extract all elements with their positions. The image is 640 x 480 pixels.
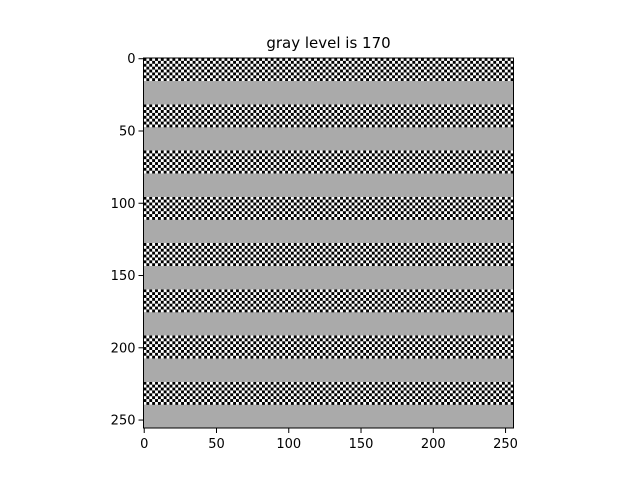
checkerboard-band xyxy=(143,104,514,128)
y-tick-label: 50 xyxy=(119,124,136,139)
checkerboard-band xyxy=(143,335,514,359)
gray-band xyxy=(143,266,514,290)
y-tick-label: 100 xyxy=(111,197,136,212)
image-layer xyxy=(143,58,514,429)
gray-band xyxy=(143,81,514,105)
y-tick-label: 150 xyxy=(111,269,136,284)
x-tick-label: 100 xyxy=(276,437,301,452)
y-tick-label: 250 xyxy=(111,414,136,429)
checkerboard-band xyxy=(143,381,514,406)
gray-band xyxy=(143,219,514,244)
chart-title: gray level is 170 xyxy=(266,34,390,52)
gray-band xyxy=(143,312,514,336)
y-axis: 0 50 100 150 200 250 xyxy=(111,52,144,429)
x-tick-label: 250 xyxy=(493,437,518,452)
axes-frame xyxy=(143,57,514,429)
checkerboard-band xyxy=(143,150,514,174)
checkerboard-band xyxy=(143,196,514,221)
y-tick-label: 200 xyxy=(111,341,136,356)
checkerboard-band xyxy=(143,289,514,313)
checkerboard-band xyxy=(143,58,514,82)
gray-band xyxy=(143,358,514,383)
x-tick-label: 50 xyxy=(208,437,225,452)
checkerboard-band xyxy=(143,243,514,267)
y-tick-label: 0 xyxy=(127,52,135,67)
gray-band xyxy=(143,173,514,198)
x-tick-label: 0 xyxy=(140,437,148,452)
x-axis: 0 50 100 150 200 250 xyxy=(140,428,518,452)
gray-band xyxy=(143,127,514,151)
gray-band xyxy=(143,404,514,429)
x-tick-label: 150 xyxy=(349,437,374,452)
x-tick-label: 200 xyxy=(421,437,446,452)
